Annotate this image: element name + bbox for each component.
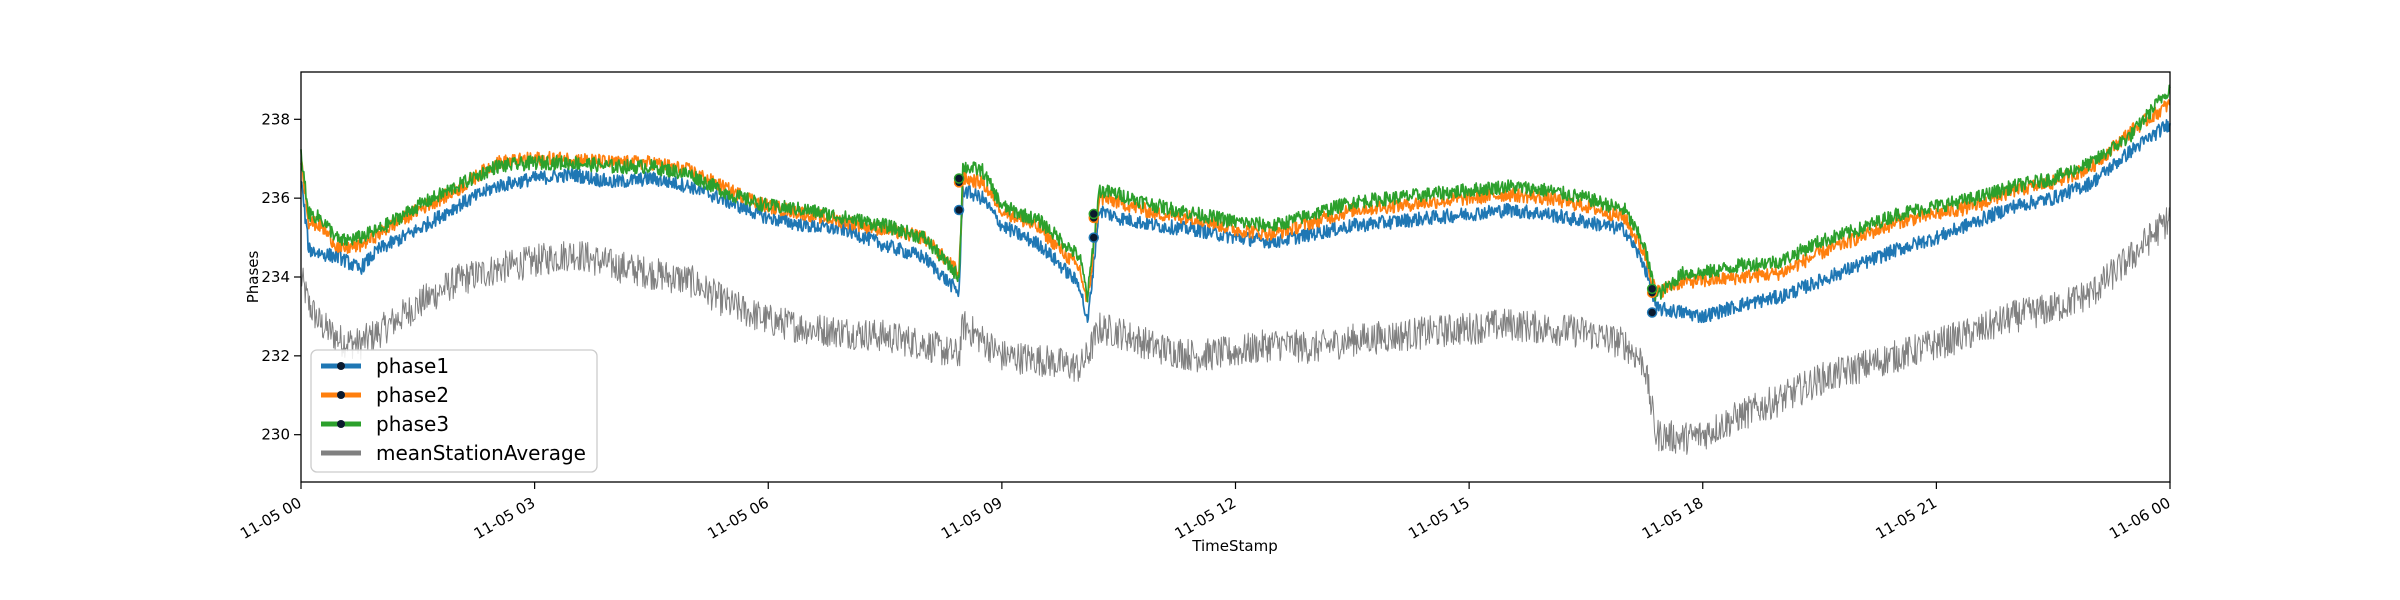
legend-marker-phase2 [337, 391, 345, 399]
x-tick-label: 11-05 18 [1639, 494, 1706, 543]
y-tick-label: 236 [261, 189, 290, 207]
data-marker-phase3 [1646, 283, 1658, 295]
legend-frame [310, 349, 598, 473]
x-axis: 11-05 00 11-05 03 11-05 06 11-05 09 11-05 12… [237, 482, 2174, 543]
x-tick-label: 11-05 21 [1873, 494, 1940, 543]
y-axis: 230 232 234 236 238 [261, 110, 301, 444]
x-tick-label: 11-05 06 [704, 494, 771, 543]
legend-marker-phase1 [337, 362, 345, 370]
y-tick-label: 234 [261, 268, 290, 286]
legend: phase1 phase2 phase3 meanStationAverage [310, 349, 598, 473]
legend-label-phase3: phase3 [376, 412, 449, 436]
x-tick-label: 11-05 03 [471, 494, 538, 543]
x-tick-label: 11-05 12 [1172, 494, 1239, 543]
x-tick-label: 11-05 15 [1405, 494, 1472, 543]
series-line-meanStationAverage [300, 207, 2171, 455]
y-tick-label: 232 [261, 347, 290, 365]
y-tick-label: 238 [261, 110, 290, 128]
y-axis-label: Phases [244, 251, 262, 304]
series-line-phase3 [300, 84, 2171, 303]
data-marker-phase3 [953, 173, 965, 184]
x-tick-label: 11-06 00 [2106, 494, 2173, 543]
legend-marker-phase3 [337, 420, 345, 428]
x-tick-label: 11-05 09 [938, 494, 1005, 543]
data-marker-phase1 [1088, 232, 1100, 243]
series-line-phase1 [300, 119, 2171, 324]
series-line-phase2 [300, 99, 2171, 303]
data-marker-phase1 [1646, 307, 1658, 318]
series-layer [300, 84, 2171, 455]
data-marker-phase1 [953, 204, 965, 216]
legend-label-phase1: phase1 [376, 354, 449, 378]
x-axis-label: TimeStamp [1191, 537, 1277, 555]
legend-label-meanStationAverage: meanStationAverage [376, 441, 586, 465]
y-tick-label: 230 [261, 426, 290, 444]
x-tick-label: 11-05 00 [237, 494, 304, 543]
data-marker-phase3 [1088, 208, 1100, 220]
legend-label-phase2: phase2 [376, 383, 449, 407]
